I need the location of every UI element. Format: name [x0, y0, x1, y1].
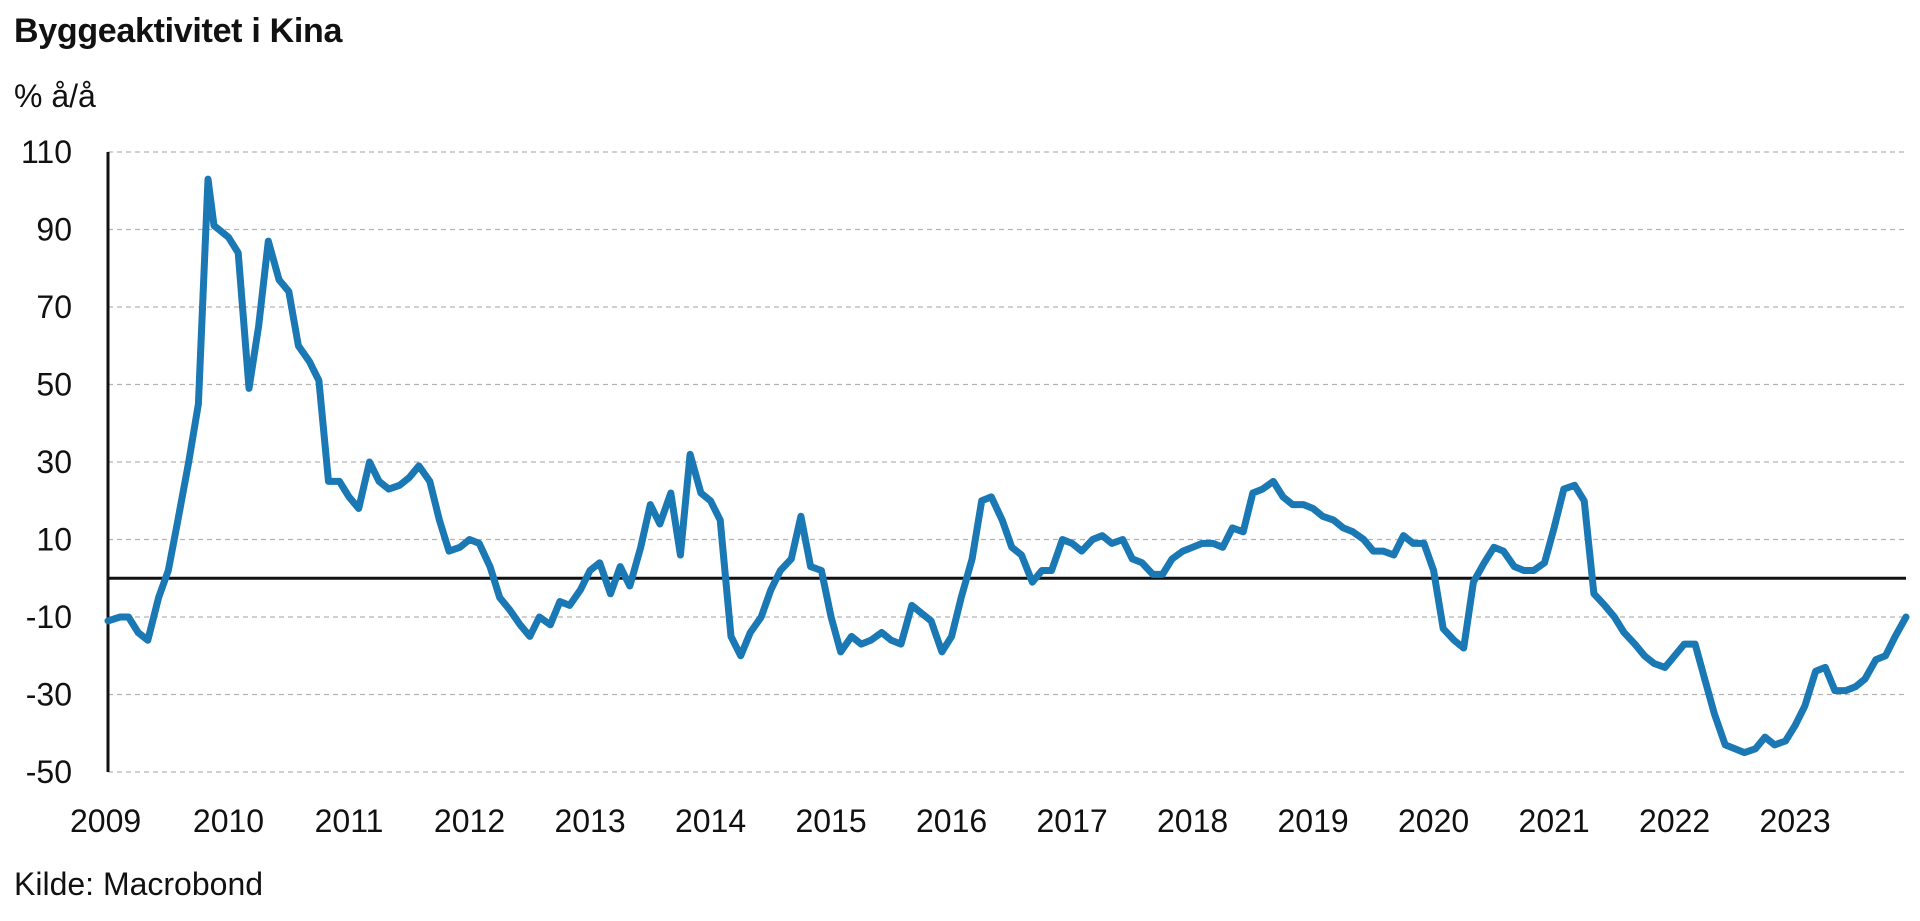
y-tick-label: 70 [36, 289, 72, 325]
y-tick-label: -50 [26, 754, 72, 790]
x-tick-label: 2015 [795, 803, 866, 839]
x-tick-label: 2020 [1398, 803, 1469, 839]
series-line [104, 175, 1910, 757]
x-tick-label: 2019 [1278, 803, 1349, 839]
y-tick-label: 110 [21, 134, 72, 170]
x-axis-ticks: 2009 2010 2011 2012 2013 2014 2015 2016 2017 2018… [70, 803, 1831, 839]
x-tick-label: 2018 [1157, 803, 1228, 839]
series-layer [104, 175, 1910, 757]
x-tick-label: 2013 [554, 803, 625, 839]
gridlines [108, 151, 1906, 773]
x-tick-label: 2012 [434, 803, 505, 839]
y-tick-label: -10 [26, 599, 72, 635]
y-tick-label: 90 [36, 212, 72, 248]
y-tick-label: 10 [36, 522, 72, 558]
chart-title: Byggeaktivitet i Kina [14, 12, 343, 50]
x-tick-label: 2021 [1519, 803, 1590, 839]
y-tick-label: 30 [36, 444, 72, 480]
source-note: Kilde: Macrobond [14, 866, 264, 902]
x-tick-label: 2010 [193, 803, 264, 839]
x-tick-label: 2023 [1760, 803, 1831, 839]
y-axis-unit-label: % å/å [14, 78, 96, 114]
x-tick-label: 2016 [916, 803, 987, 839]
y-tick-label: 50 [36, 367, 72, 403]
y-tick-label: -30 [26, 677, 72, 713]
x-tick-label: 2009 [70, 803, 141, 839]
x-tick-label: 2014 [675, 803, 746, 839]
x-tick-label: 2022 [1639, 803, 1710, 839]
y-axis-ticks: 110 90 70 50 30 10 -10 -30 -50 [21, 134, 72, 790]
x-tick-label: 2017 [1036, 803, 1107, 839]
x-tick-label: 2011 [315, 803, 384, 839]
